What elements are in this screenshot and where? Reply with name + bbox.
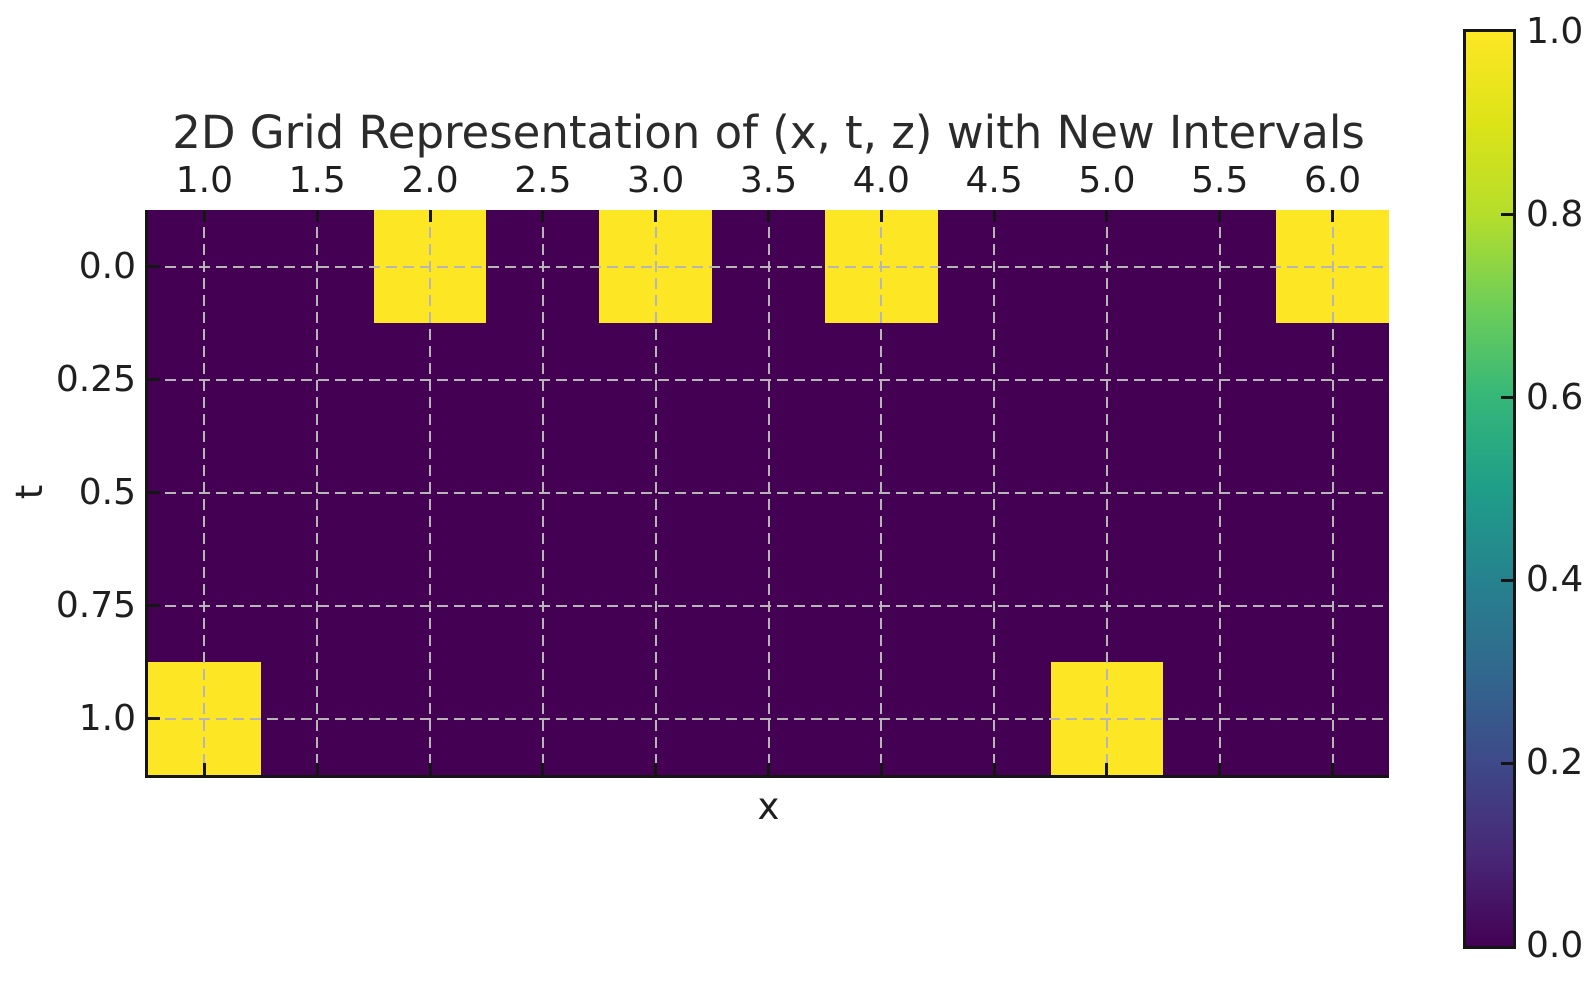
colorbar-tick-label: 0.0 bbox=[1526, 925, 1584, 966]
x-axis-label: x bbox=[757, 785, 780, 828]
y-axis-tick bbox=[148, 717, 160, 720]
y-axis-tick-label: 0.25 bbox=[55, 358, 136, 400]
y-axis-tick bbox=[148, 604, 160, 607]
y-axis-tick bbox=[148, 491, 160, 494]
gridline-horizontal bbox=[148, 604, 1389, 607]
y-axis-tick-label: 1.0 bbox=[78, 697, 136, 739]
x-axis-tick-label: 6.0 bbox=[1303, 160, 1362, 201]
x-axis-tick-top bbox=[1105, 210, 1109, 222]
heatmap-plot bbox=[148, 210, 1389, 775]
x-axis-tick-bottom bbox=[654, 763, 658, 775]
x-axis-tick-bottom bbox=[992, 763, 996, 775]
colorbar-tick-label: 0.8 bbox=[1526, 193, 1584, 235]
x-axis-tick-top bbox=[541, 210, 545, 222]
x-axis-tick-label: 3.5 bbox=[739, 160, 798, 201]
x-axis-tick-label: 2.5 bbox=[514, 160, 572, 201]
y-axis-tick-label: 0.5 bbox=[78, 471, 136, 513]
x-axis-tick-label: 1.5 bbox=[288, 160, 346, 201]
x-axis-tick-bottom bbox=[202, 763, 206, 775]
y-axis-label: t bbox=[8, 484, 51, 500]
x-axis-tick-top bbox=[992, 210, 996, 222]
x-axis-tick-bottom bbox=[428, 763, 432, 775]
bottom-spine bbox=[145, 775, 1389, 778]
colorbar-tick-label: 0.4 bbox=[1526, 559, 1584, 601]
colorbar-tick bbox=[1501, 396, 1513, 400]
colorbar bbox=[1463, 29, 1516, 949]
x-axis-tick-label: 1.0 bbox=[175, 160, 234, 201]
colorbar-tick-label: 1.0 bbox=[1526, 11, 1584, 52]
x-axis-tick-bottom bbox=[315, 763, 319, 775]
x-axis-tick-bottom bbox=[1105, 763, 1109, 775]
colorbar-tick-label: 0.6 bbox=[1526, 376, 1584, 418]
x-axis-tick-bottom bbox=[1331, 763, 1335, 775]
x-axis-tick-bottom bbox=[879, 763, 883, 775]
x-axis-tick-top bbox=[879, 210, 883, 222]
x-axis-tick-top bbox=[654, 210, 658, 222]
chart-title: 2D Grid Representation of (x, t, z) with… bbox=[172, 106, 1365, 159]
x-axis-tick-label: 5.0 bbox=[1078, 160, 1136, 201]
y-axis-tick bbox=[148, 265, 160, 268]
x-axis-tick-label: 4.5 bbox=[965, 160, 1023, 201]
x-axis-tick-bottom bbox=[1218, 763, 1222, 775]
colorbar-tick bbox=[1501, 578, 1513, 582]
gridline-horizontal bbox=[148, 491, 1389, 494]
x-axis-tick-top bbox=[202, 210, 206, 222]
colorbar-tick bbox=[1501, 761, 1513, 765]
gridline-horizontal bbox=[148, 717, 1389, 720]
x-axis-tick-bottom bbox=[541, 763, 545, 775]
x-axis-tick-label: 4.0 bbox=[852, 160, 910, 201]
x-axis-tick-top bbox=[1331, 210, 1335, 222]
y-axis-tick bbox=[148, 378, 160, 381]
x-axis-tick-top bbox=[315, 210, 319, 222]
x-axis-tick-top bbox=[428, 210, 432, 222]
x-axis-tick-label: 2.0 bbox=[401, 160, 459, 201]
x-axis-tick-bottom bbox=[767, 763, 770, 775]
colorbar-tick bbox=[1501, 213, 1513, 217]
y-axis-tick-label: 0.75 bbox=[55, 584, 136, 626]
gridline-horizontal bbox=[148, 265, 1389, 268]
x-axis-tick-top bbox=[767, 210, 770, 222]
x-axis-tick-top bbox=[1218, 210, 1222, 222]
left-spine bbox=[145, 210, 148, 778]
x-axis-tick-label: 5.5 bbox=[1191, 160, 1249, 201]
y-axis-tick-label: 0.0 bbox=[78, 245, 136, 287]
x-axis-tick-label: 3.0 bbox=[627, 160, 685, 201]
colorbar-tick-label: 0.2 bbox=[1526, 742, 1584, 784]
gridline-horizontal bbox=[148, 378, 1389, 381]
